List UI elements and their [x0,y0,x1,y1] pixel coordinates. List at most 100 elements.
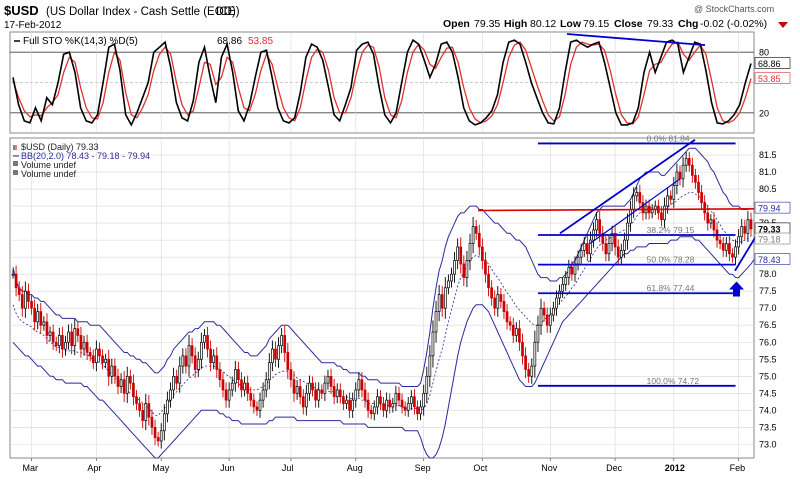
price-bar-body [493,297,497,309]
price-bar-body [530,365,534,377]
price-legend-entry: Volume undef [21,169,77,179]
price-bar-body [743,226,747,234]
price-bar-body [224,389,228,401]
price-xtick-label: 2012 [665,463,685,473]
price-bar-body [33,307,36,323]
low-value: 79.15 [583,18,609,30]
price-bar-body [308,382,311,394]
price-bar-body [30,301,33,309]
price-bar-body [690,164,694,176]
stoch-k-line [12,38,752,127]
price-bar-body [372,406,376,415]
price-bar-body [431,331,435,357]
price-bar-body [271,348,274,364]
price-bar-body [663,205,666,221]
price-tick-label: 73.0 [759,439,777,449]
stoch-last-value-label: 53.85 [758,74,781,84]
price-bars [11,151,753,449]
price-bar-body [212,355,216,364]
price-bar-body [527,369,531,377]
price-bar-body [724,243,728,251]
price-bar-body [267,362,271,381]
price-xtick-label: Nov [541,463,558,473]
price-bar-body [82,341,86,350]
price-bar-body [709,219,713,224]
price-bar-body [542,307,546,316]
up-arrow-icon [729,281,744,297]
low-label: Low [560,18,582,30]
price-bar-body [700,192,703,204]
price-bar-body [104,358,107,364]
price-xtick-label: Mar [23,463,39,473]
price-bar-body [598,219,602,234]
price-bar-body [703,202,707,214]
price-bar-body [305,392,308,408]
price-bar-body [406,403,410,411]
fib-level-label: 50.0% 78.28 [647,255,695,265]
price-bar-body [437,294,441,312]
price-bar-body [394,392,398,404]
price-bar-body [70,331,74,347]
stoch-tick-label: 20 [759,108,769,118]
price-bar-body [413,396,416,408]
volume-legend-key [13,161,18,166]
price-bar-body [335,389,339,398]
stoch-last-value-label: 68.86 [758,59,781,69]
stoch-last-value-box [754,72,791,84]
price-bar-body [616,246,620,258]
price-bar-body [178,365,182,384]
price-bar-body [73,328,77,347]
price-bar-body [468,243,472,261]
stochastic-legend: Full STO %K(14,3) %D(5) 68.86 53.85 [14,36,273,47]
price-bar-body [280,335,283,347]
price-bar-body [422,392,426,408]
price-bar-body [443,287,447,309]
price-bar-body [95,348,98,364]
price-bar-body [274,348,277,360]
price-bar-body [76,328,80,336]
price-bar-body [332,386,336,398]
symbol-title: $USD [4,3,39,18]
price-bar-body [317,389,321,401]
price-bar-body [610,232,614,244]
price-bar-body [712,219,716,231]
price-bar-body [107,358,111,377]
bollinger-lower-band [12,236,755,459]
price-xtick-label: Jul [282,463,294,473]
price-bar-body [502,301,506,312]
price-bar-body [14,273,18,289]
price-bar-body [632,195,635,210]
price-bar-body [125,375,129,394]
chg-value: -0.02 (-0.02%) [700,18,767,30]
price-bar-body [582,243,586,251]
price-bar-body [156,437,160,442]
price-bar-body [51,331,55,343]
price-bar-body [638,192,642,204]
price-bar-body [227,389,231,401]
price-bar-body [61,335,64,350]
bollinger-upper-band [12,147,752,387]
price-bar-body [734,246,737,258]
high-label: High [504,18,527,30]
price-last-value-label: 79.33 [758,224,781,234]
price-bar-body [641,202,645,214]
price-bar-body [240,379,243,391]
price-bar-body [675,171,679,187]
stoch-legend-k: 68.86 [217,36,242,47]
price-bar-body [749,219,753,230]
price-bar-body [221,379,225,391]
price-y-axis: 73.0 73.5 74.0 74.5 75.0 75.5 76.0 76.5 77.0 77.5… [759,150,777,449]
price-bar-body [660,212,663,221]
price-bar-body [54,341,58,347]
price-bar-body [416,406,419,415]
price-bar-body [360,379,364,391]
price-bar-body [255,406,259,411]
stoch-d-line [12,41,752,125]
price-bar-body [505,311,509,323]
price-bar-body [67,331,70,343]
price-bar-body [428,355,432,377]
price-bar-body [626,222,629,241]
price-xtick-label: Jun [220,463,235,473]
